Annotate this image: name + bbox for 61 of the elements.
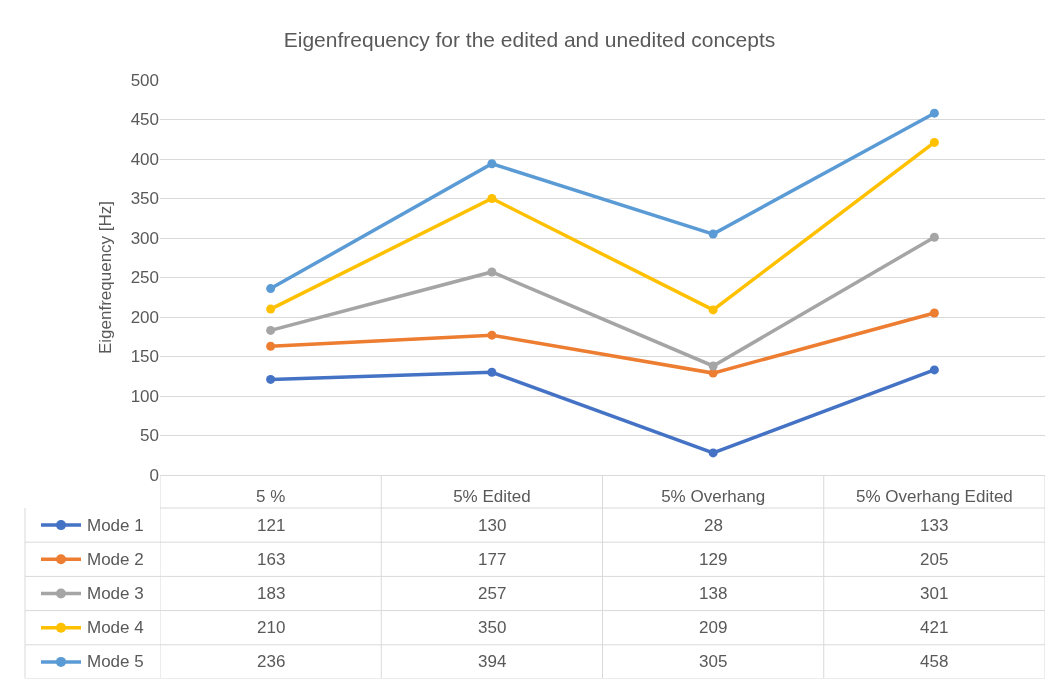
point [708, 305, 718, 315]
data-label: 236 [257, 652, 286, 671]
y-axis-title: Eigenfrequency [Hz] [96, 200, 116, 355]
data-label: 210 [257, 618, 286, 637]
data-label: 28 [704, 516, 723, 535]
point [929, 365, 939, 375]
point [708, 229, 718, 239]
y-tick-label: 300 [130, 228, 159, 248]
data-label: 177 [478, 550, 507, 569]
y-tick-label: 150 [130, 347, 159, 367]
legend-label: Mode 4 [87, 618, 144, 637]
point [487, 159, 497, 169]
legend-label: Mode 1 [87, 516, 144, 535]
data-label: 301 [920, 584, 949, 603]
point [266, 284, 276, 294]
y-tick-label: 450 [130, 110, 159, 130]
x-tick-label: 5% Overhang [661, 487, 766, 507]
point [929, 137, 939, 147]
y-tick-label: 100 [130, 386, 159, 406]
data-label: 205 [920, 550, 949, 569]
y-tick-label: 500 [130, 70, 159, 90]
y-tick-label: 400 [130, 149, 159, 169]
point [487, 194, 497, 203]
data-label: 163 [257, 550, 286, 569]
data-label: 129 [699, 550, 728, 569]
point [266, 304, 276, 314]
y-tick-label: 200 [130, 307, 159, 327]
point [266, 325, 276, 335]
data-label: 305 [699, 652, 728, 671]
x-tick-label: 5 % [255, 487, 286, 507]
x-tick-label: 5% Edited [453, 487, 531, 507]
data-label: 350 [478, 618, 507, 637]
data-label: 121 [257, 516, 286, 535]
point [487, 367, 497, 377]
y-tick-label: 350 [130, 189, 159, 209]
data-label: 394 [478, 652, 507, 671]
point [708, 448, 718, 458]
chart-title: Eigenfrequency for the edited and unedited concepts [283, 28, 776, 52]
point [929, 308, 939, 318]
data-label: 138 [699, 584, 728, 603]
point [708, 361, 718, 371]
y-tick-label: 50 [140, 426, 159, 446]
data-label: 421 [920, 618, 949, 637]
legend-label: Mode 5 [87, 652, 144, 671]
point [487, 267, 497, 277]
point [487, 330, 497, 340]
data-label: 257 [478, 584, 507, 603]
data-label: 130 [478, 516, 507, 535]
x-tick-label: 5% Overhang Edited [855, 487, 1013, 507]
point [929, 108, 939, 118]
y-tick-label: 250 [130, 268, 159, 288]
point [929, 232, 939, 242]
legend-label: Mode 2 [87, 550, 144, 569]
legend-label: Mode 3 [87, 584, 144, 603]
point [266, 374, 276, 384]
data-label: 133 [920, 516, 949, 535]
data-label: 209 [699, 618, 728, 637]
data-label: 183 [257, 584, 286, 603]
point [266, 341, 276, 351]
data-label: 458 [920, 652, 949, 671]
y-tick-label: 0 [149, 465, 159, 485]
